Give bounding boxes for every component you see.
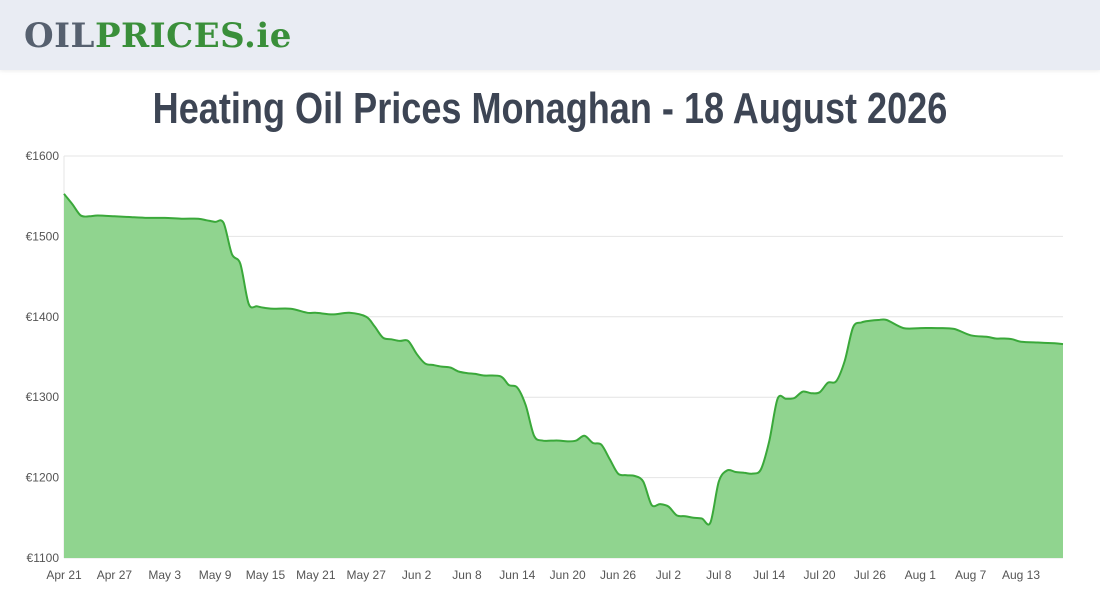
x-tick-label: May 3 <box>148 568 181 582</box>
x-tick-label: Apr 27 <box>97 568 133 582</box>
x-tick-label: May 27 <box>347 568 387 582</box>
x-tick-label: May 9 <box>199 568 232 582</box>
site-logo[interactable]: OILPRICES.ie <box>24 14 292 58</box>
y-tick-label: €1200 <box>26 471 60 485</box>
x-tick-label: May 21 <box>296 568 336 582</box>
price-area-fill <box>64 193 1063 559</box>
x-tick-label: Jun 26 <box>600 568 636 582</box>
x-tick-label: May 15 <box>246 568 286 582</box>
x-tick-label: Jun 8 <box>452 568 482 582</box>
x-tick-label: Jun 2 <box>402 568 432 582</box>
logo-text-prices: PRICES.ie <box>94 16 292 56</box>
logo-text-oil: OIL <box>24 16 95 56</box>
price-line <box>63 193 1064 526</box>
x-axis: Apr 21 Apr 27 May 3 May 9 May 15 May 21 May 27… <box>46 568 1040 582</box>
y-tick-label: €1500 <box>26 229 60 243</box>
x-tick-label: Apr 21 <box>46 568 82 582</box>
x-tick-label: Jul 14 <box>753 568 785 582</box>
y-axis: €1600 €1500 €1400 €1300 €1200 €1100 <box>26 149 60 565</box>
x-tick-label: Jul 8 <box>706 568 732 582</box>
site-header: OILPRICES.ie <box>0 0 1100 70</box>
x-tick-label: Jul 20 <box>804 568 836 582</box>
y-tick-label: €1100 <box>27 551 60 565</box>
x-tick-label: Aug 1 <box>905 568 937 582</box>
x-tick-label: Jun 14 <box>499 568 535 582</box>
x-tick-label: Jul 26 <box>854 568 886 582</box>
y-tick-label: €1600 <box>26 149 60 163</box>
page-title: Heating Oil Prices Monaghan - 18 August … <box>152 84 948 133</box>
y-tick-label: €1300 <box>26 390 60 404</box>
x-tick-label: Aug 7 <box>955 568 987 582</box>
x-tick-label: Jun 20 <box>550 568 586 582</box>
x-tick-label: Jul 2 <box>656 568 682 582</box>
y-tick-label: €1400 <box>26 310 60 324</box>
x-tick-label: Aug 13 <box>1002 568 1040 582</box>
